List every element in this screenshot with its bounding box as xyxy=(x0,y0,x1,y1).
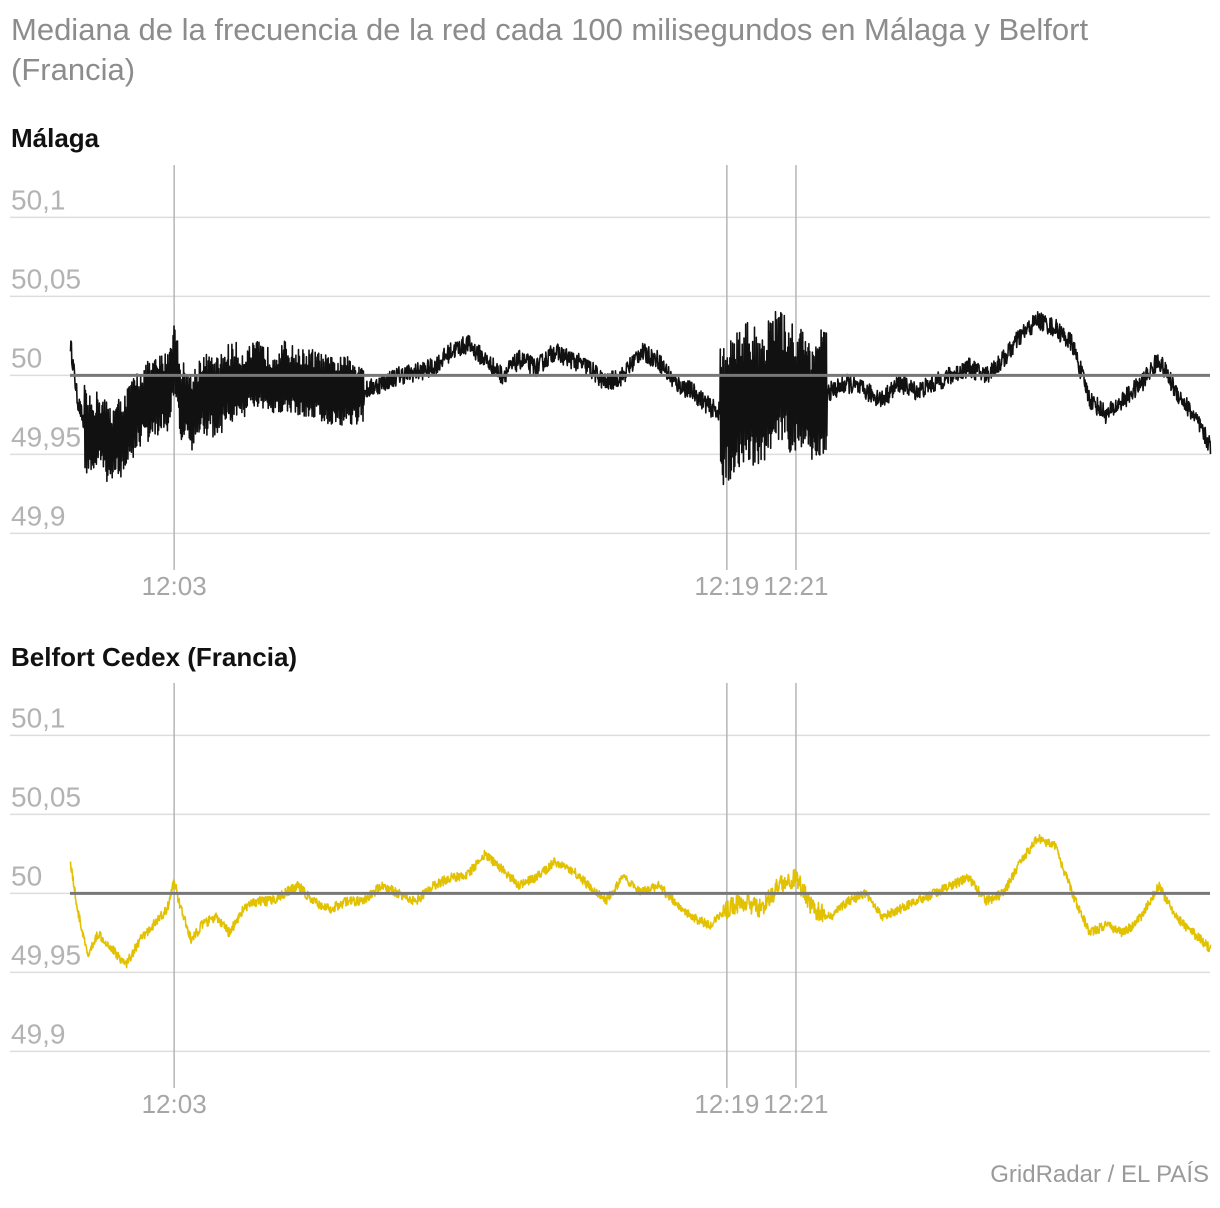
y-tick-label: 49,95 xyxy=(11,939,81,970)
x-tick-label: 12:19 xyxy=(694,1089,759,1119)
x-tick-label: 12:21 xyxy=(763,571,828,601)
y-tick-label: 50 xyxy=(11,860,42,891)
y-tick-label: 50,1 xyxy=(11,702,66,733)
page-title: Mediana de la frecuencia de la red cada … xyxy=(11,12,1089,87)
x-tick-label: 12:19 xyxy=(694,571,759,601)
y-tick-label: 50,1 xyxy=(11,184,66,215)
y-tick-label: 50 xyxy=(11,342,42,373)
y-tick-label: 49,95 xyxy=(11,421,81,452)
belfort-frequency-line xyxy=(69,833,1212,969)
y-tick-label: 50,05 xyxy=(11,263,81,294)
source-credit: GridRadar / EL PAÍS xyxy=(990,1161,1209,1188)
y-tick-label: 49,9 xyxy=(11,1018,66,1049)
x-tick-label: 12:03 xyxy=(142,1089,207,1119)
x-tick-label: 12:21 xyxy=(763,1089,828,1119)
panel-title-belfort: Belfort Cedex (Francia) xyxy=(11,642,298,672)
malaga-frequency-line xyxy=(69,310,1212,486)
panel-title-malaga: Málaga xyxy=(11,123,100,153)
x-tick-label: 12:03 xyxy=(142,571,207,601)
malaga-frequency-chart: 50,1 50,05 50 49,95 49,9 12:03 12:19 12:21 xyxy=(10,165,1212,601)
y-tick-label: 49,9 xyxy=(11,500,66,531)
y-tick-label: 50,05 xyxy=(11,781,81,812)
belfort-frequency-chart: 50,1 50,05 50 49,95 49,9 12:03 12:19 12:21 xyxy=(10,683,1212,1119)
